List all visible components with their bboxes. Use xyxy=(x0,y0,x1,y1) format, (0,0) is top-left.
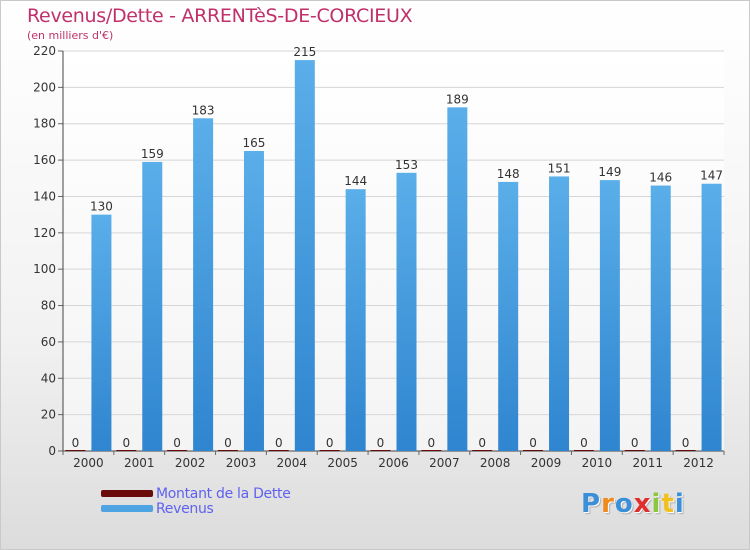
y-tick-label: 120 xyxy=(33,226,56,240)
data-label-dette: 0 xyxy=(275,436,283,450)
x-tick-label: 2011 xyxy=(632,456,663,470)
bar-dette xyxy=(370,450,391,451)
x-tick-label: 2002 xyxy=(175,456,206,470)
bar-revenus xyxy=(193,118,214,451)
x-tick-label: 2009 xyxy=(531,456,562,470)
x-tick-label: 2001 xyxy=(124,456,155,470)
data-label-dette: 0 xyxy=(428,436,436,450)
proxiti-logo: Proxiti xyxy=(581,489,685,519)
x-tick-label: 2004 xyxy=(277,456,308,470)
legend-swatch-dette xyxy=(101,490,153,497)
bar-revenus xyxy=(345,189,366,451)
bar-dette xyxy=(624,450,645,451)
bar-revenus xyxy=(650,185,671,451)
data-label-dette: 0 xyxy=(529,436,537,450)
data-label-revenus: 130 xyxy=(90,200,113,214)
data-label-revenus: 151 xyxy=(548,161,571,175)
bar-revenus xyxy=(91,214,112,451)
data-label-revenus: 149 xyxy=(598,165,621,179)
data-label-revenus: 215 xyxy=(293,45,316,59)
data-label-dette: 0 xyxy=(682,436,690,450)
chart-subtitle: (en milliers d'€) xyxy=(27,29,114,42)
data-label-revenus: 144 xyxy=(344,174,367,188)
bar-dette xyxy=(573,450,594,451)
y-tick-label: 40 xyxy=(41,371,56,385)
bar-dette xyxy=(472,450,493,451)
data-label-revenus: 159 xyxy=(141,147,164,161)
y-tick-label: 180 xyxy=(33,117,56,131)
x-tick-label: 2005 xyxy=(327,456,358,470)
bar-dette xyxy=(65,450,86,451)
data-label-dette: 0 xyxy=(478,436,486,450)
bar-revenus xyxy=(498,181,519,451)
y-tick-label: 160 xyxy=(33,153,56,167)
x-tick-label: 2010 xyxy=(582,456,613,470)
data-label-dette: 0 xyxy=(224,436,232,450)
y-tick-label: 100 xyxy=(33,262,56,276)
x-tick-label: 2006 xyxy=(378,456,409,470)
y-tick-label: 60 xyxy=(41,335,56,349)
x-tick-label: 2012 xyxy=(683,456,714,470)
data-label-dette: 0 xyxy=(122,436,130,450)
legend-label-dette: Montant de la Dette xyxy=(156,486,291,502)
data-label-revenus: 189 xyxy=(446,92,469,106)
data-label-dette: 0 xyxy=(580,436,588,450)
bar-dette xyxy=(421,450,442,451)
x-tick-label: 2000 xyxy=(73,456,104,470)
data-label-revenus: 153 xyxy=(395,158,418,172)
bar-dette xyxy=(217,450,238,451)
bar-revenus xyxy=(142,161,163,451)
data-label-revenus: 165 xyxy=(243,136,266,150)
data-label-revenus: 146 xyxy=(649,171,672,185)
x-tick-label: 2003 xyxy=(226,456,257,470)
bar-dette xyxy=(319,450,340,451)
y-tick-label: 20 xyxy=(41,408,56,422)
bar-dette xyxy=(523,450,544,451)
x-tick-label: 2008 xyxy=(480,456,511,470)
data-label-dette: 0 xyxy=(173,436,181,450)
y-tick-label: 200 xyxy=(33,80,56,94)
bar-dette xyxy=(167,450,188,451)
legend-label-revenus: Revenus xyxy=(156,501,214,517)
y-tick-label: 140 xyxy=(33,189,56,203)
y-tick-label: 0 xyxy=(48,444,56,458)
data-label-dette: 0 xyxy=(326,436,334,450)
legend-swatch-revenus xyxy=(101,505,153,512)
data-label-dette: 0 xyxy=(377,436,385,450)
chart-title: Revenus/Dette - ARRENTèS-DE-CORCIEUX xyxy=(27,5,413,27)
bar-dette xyxy=(116,450,137,451)
y-tick-label: 220 xyxy=(33,44,56,58)
x-tick-label: 2007 xyxy=(429,456,460,470)
data-label-dette: 0 xyxy=(72,436,80,450)
bar-revenus xyxy=(701,183,722,451)
data-label-revenus: 183 xyxy=(192,103,215,117)
y-tick-label: 80 xyxy=(41,299,56,313)
bar-revenus xyxy=(294,60,315,451)
bar-revenus xyxy=(599,180,620,451)
bar-dette xyxy=(675,450,696,451)
data-label-revenus: 148 xyxy=(497,167,520,181)
bar-revenus xyxy=(447,107,468,451)
data-label-revenus: 147 xyxy=(700,169,723,183)
bar-revenus xyxy=(549,176,570,452)
bar-dette xyxy=(268,450,289,451)
bar-revenus xyxy=(396,172,417,451)
bar-revenus xyxy=(243,151,264,451)
data-label-dette: 0 xyxy=(631,436,639,450)
